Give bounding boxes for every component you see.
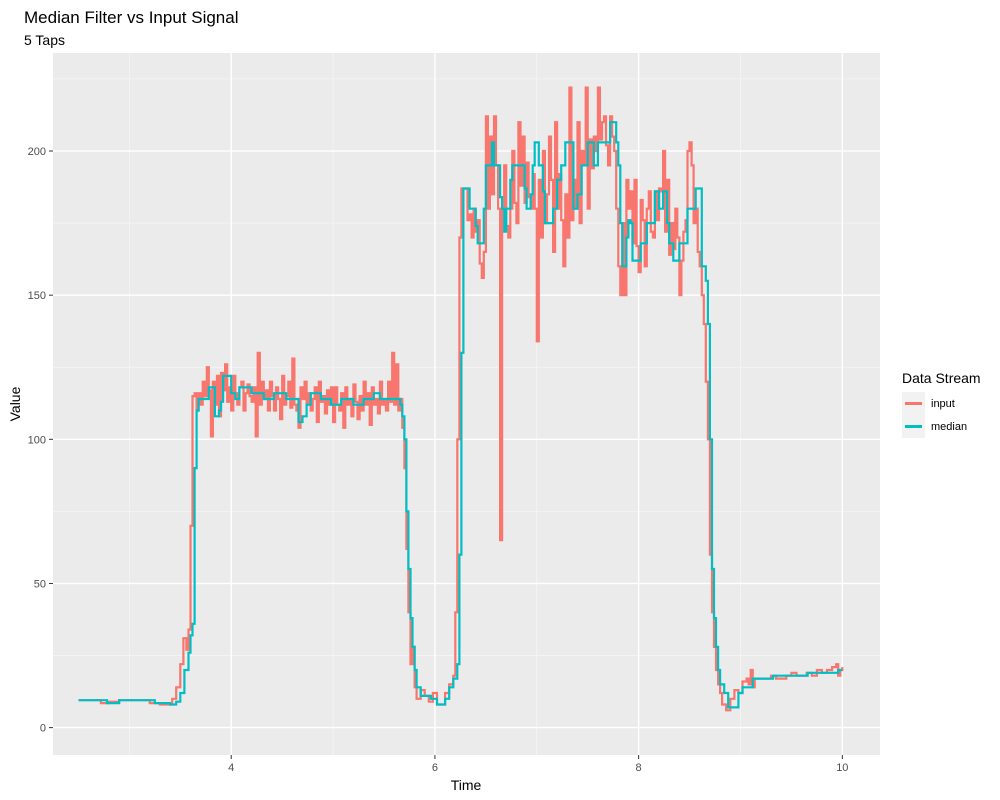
chart-title: Median Filter vs Input Signal [24,8,239,27]
chart-subtitle: 5 Taps [24,32,65,48]
legend: Data Stream input median [902,370,981,438]
minor-gridlines [53,53,880,755]
y-tick-label: 150 [28,290,46,302]
panel-background [53,53,880,755]
legend-key-input [902,392,925,415]
y-tick-label: 50 [34,578,46,590]
x-tick-label: 4 [228,762,234,774]
legend-key-median [902,415,925,438]
series-line-median [78,121,843,709]
y-tick-label: 100 [28,434,46,446]
series-line-input [78,86,844,712]
legend-title: Data Stream [902,370,981,386]
y-tick-label: 0 [40,723,46,735]
x-tick-label: 6 [432,762,438,774]
x-tick-label: 10 [836,762,848,774]
x-tick-label: 8 [636,762,642,774]
series-layer [78,86,844,712]
y-axis: 0 50 100 150 200 [28,146,53,735]
y-tick-label: 200 [28,146,46,158]
y-axis-title: Value [7,386,23,421]
legend-label-median: median [931,420,968,433]
legend-item-median: median [902,415,981,438]
x-axis-title: Time [451,777,482,793]
x-axis: 4 6 8 10 [228,755,848,774]
legend-item-input: input [902,392,981,415]
legend-label-input: input [931,397,955,410]
